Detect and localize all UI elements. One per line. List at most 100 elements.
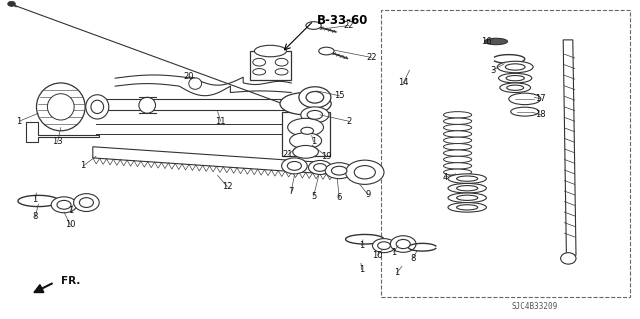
Ellipse shape (372, 239, 396, 253)
Ellipse shape (282, 158, 307, 174)
Text: 6: 6 (337, 193, 342, 202)
Text: 3: 3 (490, 66, 495, 75)
Ellipse shape (448, 183, 486, 193)
Ellipse shape (307, 110, 323, 119)
Text: 22: 22 (366, 53, 376, 62)
Text: 19: 19 (321, 152, 332, 161)
Ellipse shape (47, 94, 74, 120)
Ellipse shape (499, 73, 532, 83)
Polygon shape (93, 147, 326, 174)
Text: 1: 1 (359, 265, 364, 274)
Text: 17: 17 (536, 94, 546, 103)
Ellipse shape (287, 161, 301, 170)
Ellipse shape (189, 78, 202, 89)
Bar (282, 112, 330, 156)
Ellipse shape (444, 169, 472, 175)
Ellipse shape (457, 176, 477, 181)
Ellipse shape (390, 236, 416, 252)
Ellipse shape (561, 253, 576, 264)
Ellipse shape (448, 193, 486, 203)
Ellipse shape (448, 174, 486, 183)
Ellipse shape (457, 205, 477, 210)
Polygon shape (26, 122, 99, 142)
Text: 10: 10 (65, 220, 76, 229)
Text: 1: 1 (359, 241, 364, 250)
Ellipse shape (254, 45, 287, 57)
Ellipse shape (86, 95, 109, 119)
Text: 5: 5 (311, 192, 316, 201)
Ellipse shape (296, 124, 319, 137)
Text: 1: 1 (33, 195, 38, 204)
Ellipse shape (509, 93, 541, 105)
Ellipse shape (497, 61, 533, 73)
Ellipse shape (332, 166, 347, 175)
Ellipse shape (378, 242, 390, 249)
Bar (250, 51, 291, 80)
Polygon shape (563, 40, 576, 255)
Ellipse shape (36, 83, 85, 131)
Ellipse shape (275, 69, 288, 75)
Ellipse shape (484, 38, 508, 45)
Ellipse shape (444, 156, 472, 163)
Ellipse shape (506, 76, 524, 81)
Text: 1: 1 (394, 268, 399, 277)
Ellipse shape (444, 150, 472, 156)
Text: 8: 8 (33, 212, 38, 221)
Text: 9: 9 (365, 190, 371, 199)
Text: 1: 1 (391, 248, 396, 256)
Ellipse shape (444, 137, 472, 144)
Text: 1: 1 (311, 137, 316, 146)
Ellipse shape (306, 92, 324, 103)
Ellipse shape (444, 124, 472, 131)
Ellipse shape (253, 58, 266, 66)
Ellipse shape (325, 163, 353, 179)
Ellipse shape (287, 118, 323, 136)
Text: 15: 15 (334, 91, 344, 100)
Ellipse shape (444, 131, 472, 137)
Text: 1: 1 (81, 161, 86, 170)
Ellipse shape (457, 186, 477, 191)
Ellipse shape (57, 200, 71, 209)
Text: 4: 4 (442, 173, 447, 182)
Text: 1: 1 (17, 117, 22, 126)
Ellipse shape (275, 58, 288, 66)
Text: 7: 7 (289, 187, 294, 196)
Ellipse shape (253, 69, 266, 75)
Ellipse shape (139, 97, 156, 113)
Ellipse shape (346, 160, 384, 184)
Ellipse shape (306, 22, 321, 29)
Ellipse shape (444, 112, 472, 118)
Text: 16: 16 (481, 37, 492, 46)
Ellipse shape (507, 85, 524, 90)
Ellipse shape (299, 87, 331, 108)
Text: 8: 8 (410, 254, 415, 263)
Ellipse shape (74, 194, 99, 211)
Ellipse shape (457, 195, 477, 200)
Ellipse shape (314, 164, 326, 171)
Text: 22: 22 (344, 21, 354, 30)
Ellipse shape (280, 93, 332, 115)
Ellipse shape (444, 118, 472, 124)
Text: 1: 1 (68, 206, 73, 215)
Text: FR.: FR. (61, 276, 80, 286)
Ellipse shape (448, 203, 486, 212)
Text: 10: 10 (372, 251, 383, 260)
Ellipse shape (500, 83, 531, 93)
Text: 2: 2 (346, 117, 351, 126)
Ellipse shape (319, 47, 334, 55)
Ellipse shape (396, 240, 410, 249)
Ellipse shape (91, 100, 104, 114)
Ellipse shape (8, 1, 15, 6)
Ellipse shape (355, 166, 375, 179)
Ellipse shape (511, 107, 539, 116)
Ellipse shape (90, 99, 96, 110)
Text: 20: 20 (184, 72, 194, 81)
Bar (381, 10, 630, 297)
Text: 14: 14 (398, 78, 408, 87)
Ellipse shape (289, 133, 321, 149)
Text: 18: 18 (536, 110, 546, 119)
Ellipse shape (301, 107, 329, 123)
Ellipse shape (444, 163, 472, 169)
Ellipse shape (292, 145, 319, 158)
Ellipse shape (444, 144, 472, 150)
